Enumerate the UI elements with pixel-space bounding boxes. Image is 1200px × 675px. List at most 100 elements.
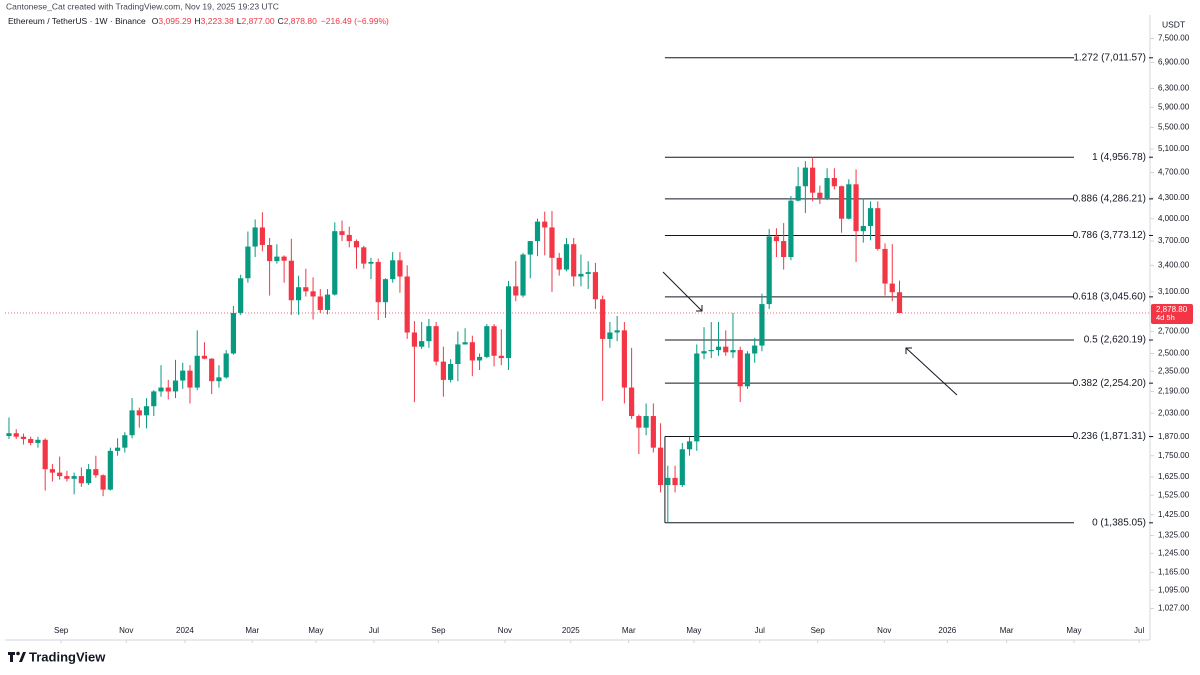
candle-body: [100, 475, 106, 490]
candle-body: [723, 346, 729, 353]
credit: Cantonese_Cat created with TradingView.c…: [6, 1, 279, 11]
candle-body: [180, 370, 186, 381]
y-tick-label: 1,325.00: [1158, 531, 1190, 540]
candle-body: [592, 272, 599, 300]
y-tick-label: 1,027.00: [1158, 604, 1190, 613]
candle-body: [411, 332, 418, 347]
fib-label: 0.382 (2,254.20): [1073, 378, 1146, 389]
y-tick-label: 1,095.00: [1158, 585, 1190, 594]
candle-body: [694, 353, 700, 442]
y-tick-label: 2,500.00: [1158, 349, 1190, 358]
candle-body: [759, 304, 765, 346]
candle-body: [556, 257, 562, 270]
y-tick-label: 1,425.00: [1158, 510, 1190, 519]
legend-key: L: [237, 16, 242, 26]
candle-body: [433, 326, 439, 362]
candle-body: [513, 286, 519, 296]
candle-body: [650, 416, 656, 448]
x-tick-label: May: [1066, 626, 1081, 635]
logo-part: [10, 652, 13, 662]
y-tick-label: 1,625.00: [1158, 472, 1190, 481]
candle-body: [737, 350, 743, 387]
x-tick-label: Mar: [622, 626, 636, 635]
candle-body: [281, 256, 287, 261]
candle-body: [585, 272, 591, 274]
candle-body: [896, 292, 903, 314]
candle-body: [368, 261, 374, 264]
candle-body: [245, 246, 251, 279]
candle-body: [484, 326, 490, 357]
candle-body: [86, 469, 92, 484]
candle-body: [838, 186, 845, 219]
y-tick-label: 5,900.00: [1158, 102, 1190, 111]
candle-body: [252, 227, 258, 247]
fib-label: 1.272 (7,011.57): [1073, 52, 1146, 63]
candle-body: [20, 436, 27, 440]
legend-value: 3,223.38: [201, 16, 234, 26]
candle-body: [78, 476, 84, 484]
candle-body: [317, 296, 323, 310]
candle-body: [600, 299, 606, 339]
x-tick-label: Jul: [369, 626, 379, 635]
candle-body: [448, 363, 454, 380]
x-tick-label: Nov: [877, 626, 891, 635]
candle-body: [64, 476, 70, 479]
x-tick-label: May: [686, 626, 701, 635]
candle-body: [165, 387, 171, 392]
candle-body: [353, 241, 360, 248]
candle-body: [230, 312, 237, 354]
last-price-label: 2,878.80: [1156, 305, 1188, 314]
x-tick-label: 2025: [562, 626, 580, 635]
candle-body: [194, 355, 200, 388]
candle-body: [35, 439, 41, 443]
candle-body: [303, 287, 309, 292]
candle-body: [158, 387, 164, 392]
brand-logo: TradingView: [8, 649, 106, 664]
candle-body: [361, 247, 367, 264]
candle-body: [621, 330, 627, 388]
candle-body: [288, 260, 294, 301]
y-tick-label: 6,300.00: [1158, 84, 1190, 93]
candle-body: [882, 248, 888, 284]
candle-body: [527, 241, 533, 255]
x-tick-label: Nov: [119, 626, 133, 635]
candle-body: [810, 167, 816, 193]
fib-label: 1 (4,956.78): [1092, 152, 1146, 163]
candle-body: [636, 416, 642, 428]
candle-body: [129, 410, 135, 436]
y-tick-label: 4,000.00: [1158, 214, 1190, 223]
fib-label: 0.786 (3,773.12): [1073, 230, 1146, 241]
x-tick-label: Mar: [1000, 626, 1014, 635]
fib-label: 0.886 (4,286.21): [1073, 194, 1146, 205]
logo-part: [19, 652, 26, 662]
y-tick-label: 5,100.00: [1158, 144, 1190, 153]
candle-body: [853, 184, 859, 232]
candle-body: [715, 346, 722, 351]
candle-body: [310, 291, 316, 297]
fib-label: 0 (1,385.05): [1092, 517, 1146, 528]
candle-body: [71, 476, 77, 479]
candle-body: [397, 260, 403, 277]
candle-body: [643, 416, 649, 428]
x-tick-label: Sep: [431, 626, 446, 635]
candle-body: [295, 287, 302, 301]
candle-body: [679, 449, 685, 486]
candle-body: [875, 208, 881, 249]
y-tick-label: 3,100.00: [1158, 287, 1190, 296]
legend-key: C: [278, 16, 284, 26]
y-tick-label: 1,750.00: [1158, 451, 1190, 460]
candle-body: [332, 231, 338, 295]
legend-value: 2,878.80: [284, 16, 317, 26]
symbol-legend: Ethereum / TetherUS · 1W · Binance O3,095…: [8, 16, 389, 26]
x-tick-label: Jul: [755, 626, 765, 635]
candle-body: [151, 391, 157, 407]
candle-body: [201, 355, 208, 359]
candle-body: [686, 441, 693, 450]
y-tick-label: 2,030.00: [1158, 408, 1190, 417]
y-tick-label: 3,700.00: [1158, 236, 1190, 245]
countdown: 4d 5h: [1156, 313, 1175, 322]
x-tick-label: Sep: [54, 626, 69, 635]
arrows: [662, 271, 958, 396]
candle-body: [339, 231, 345, 235]
